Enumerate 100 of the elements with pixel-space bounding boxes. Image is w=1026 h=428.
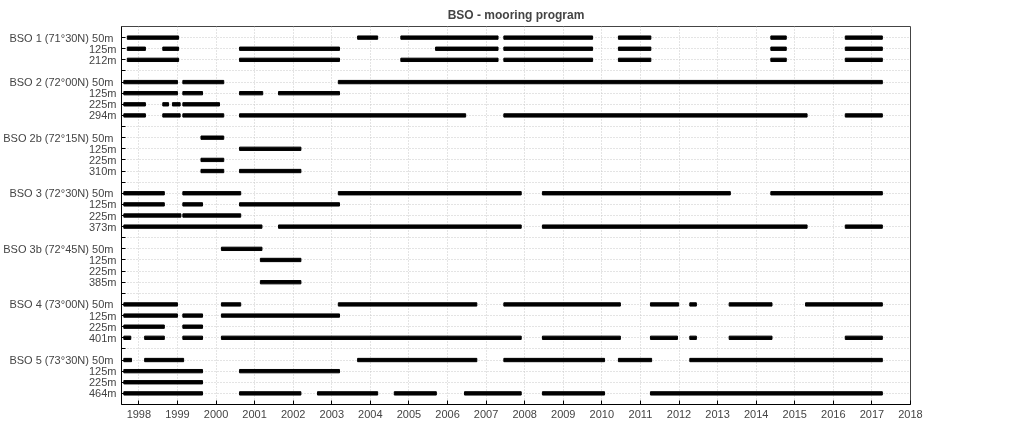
y-tick-label: 225m — [88, 265, 117, 278]
y-tick-label: 125m — [88, 253, 117, 266]
bar — [239, 168, 302, 174]
bar — [239, 146, 302, 151]
bar — [182, 91, 204, 96]
bar — [239, 113, 467, 118]
bar — [617, 357, 653, 363]
x-tick-label: 2000 — [203, 407, 229, 420]
bar — [805, 302, 883, 307]
bar — [182, 324, 204, 329]
bar — [541, 224, 808, 229]
x-tick-label: 2010 — [589, 407, 615, 420]
x-tick-label: 2004 — [358, 407, 383, 420]
y-tick-label: BSO 3 (72°30N) 50m — [9, 187, 114, 200]
y-tick-label: 225m — [88, 153, 117, 166]
bar — [770, 46, 787, 51]
y-tick-label: 125m — [88, 142, 117, 155]
y-tick-label: 385m — [88, 276, 117, 289]
bar — [144, 357, 185, 363]
bar — [259, 280, 302, 285]
bar — [503, 35, 594, 40]
bar — [200, 157, 225, 163]
bar — [337, 302, 478, 307]
x-tick-label: 2014 — [743, 407, 769, 420]
bar — [503, 357, 606, 363]
bar — [259, 257, 302, 263]
bar — [689, 357, 883, 363]
bar — [649, 391, 883, 396]
y-tick-label: 125m — [88, 87, 117, 100]
y-tick-label: 294m — [88, 109, 117, 122]
x-tick-label: 2007 — [473, 407, 499, 420]
bar — [357, 35, 379, 40]
chart-title: BSO - mooring program — [447, 7, 585, 22]
bar — [617, 35, 652, 40]
bar — [182, 202, 204, 207]
y-tick-label: 225m — [88, 209, 117, 222]
bar — [357, 357, 478, 363]
bar — [844, 335, 883, 340]
bar — [617, 57, 652, 63]
bar — [239, 391, 302, 396]
bar — [463, 391, 522, 396]
bar — [182, 79, 225, 85]
bar — [162, 46, 180, 51]
bar — [689, 302, 697, 307]
y-tick-label: 125m — [88, 42, 117, 55]
x-tick-label: 2016 — [821, 407, 846, 420]
bar — [278, 91, 340, 96]
bar — [844, 57, 883, 63]
x-tick-label: 2006 — [435, 407, 460, 420]
bar — [503, 113, 808, 118]
bar — [770, 57, 787, 63]
x-tick-label: 1998 — [126, 407, 152, 420]
bar — [770, 191, 883, 196]
bar — [770, 35, 787, 40]
x-tick-label: 2011 — [628, 407, 653, 420]
bar — [220, 246, 263, 252]
y-tick-label: BSO 4 (73°00N) 50m — [9, 298, 114, 311]
bar — [503, 57, 594, 63]
x-tick-label: 2013 — [705, 407, 730, 420]
y-tick-label: 373m — [88, 220, 117, 233]
bar — [844, 35, 883, 40]
bar — [182, 191, 242, 196]
bar — [844, 113, 883, 118]
bar — [144, 335, 165, 340]
bar — [182, 335, 204, 340]
bar — [220, 302, 242, 307]
bar — [844, 224, 883, 229]
bar — [649, 302, 680, 307]
y-tick-label: 464m — [88, 387, 117, 400]
bar — [541, 191, 731, 196]
x-tick-label: 1999 — [165, 407, 190, 420]
bar — [617, 46, 652, 51]
x-tick-label: 2005 — [396, 407, 422, 420]
x-tick-label: 2018 — [898, 407, 923, 420]
bar — [239, 202, 340, 207]
y-tick-label: 401m — [88, 331, 117, 344]
bar — [541, 391, 606, 396]
y-tick-label: BSO 2b (72°15N) 50m — [3, 131, 114, 144]
y-tick-label: 125m — [88, 365, 117, 378]
bar — [220, 335, 522, 340]
y-tick-label: 225m — [88, 320, 117, 333]
x-tick-label: 2008 — [512, 407, 537, 420]
x-tick-label: 2017 — [859, 407, 885, 420]
x-tick-label: 2009 — [551, 407, 576, 420]
bar — [400, 57, 499, 63]
bar — [337, 79, 883, 85]
bar — [337, 191, 522, 196]
bar — [182, 313, 204, 318]
bar — [200, 135, 225, 140]
bar — [503, 46, 594, 51]
y-tick-label: 125m — [88, 198, 117, 211]
bar — [239, 91, 264, 96]
bar — [503, 302, 621, 307]
bar — [541, 335, 621, 340]
y-tick-label: BSO 1 (71°30N) 50m — [9, 31, 114, 44]
bar — [278, 224, 522, 229]
bar — [162, 102, 170, 107]
x-tick-label: 2001 — [242, 407, 267, 420]
bar — [200, 168, 225, 174]
bar — [400, 35, 499, 40]
